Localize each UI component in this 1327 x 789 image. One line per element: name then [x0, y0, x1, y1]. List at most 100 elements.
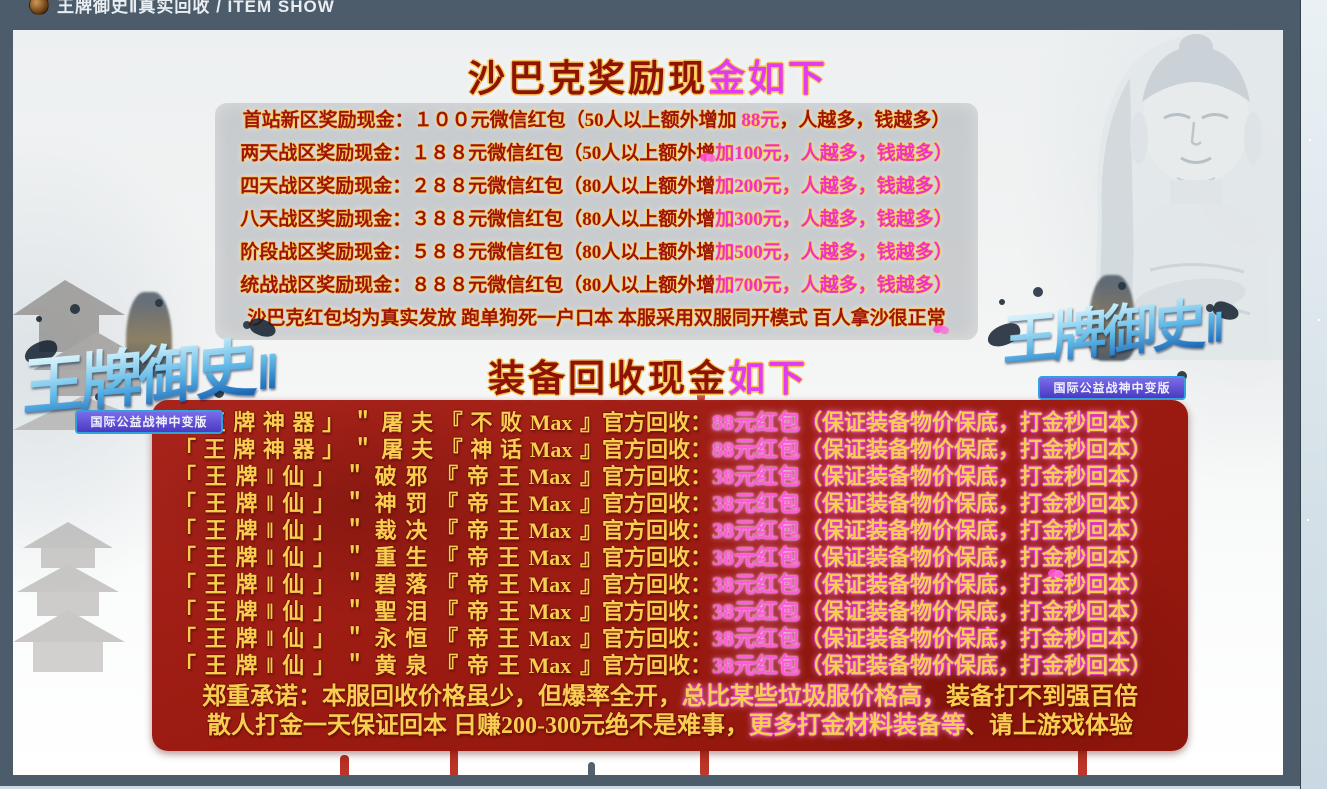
promise-line: 散人打金一天保证回本 日赚200-300元绝不是难事，更多打金材料装备等、请上游… [152, 712, 1188, 741]
text-segment: 更多打金材料装备等 [749, 713, 965, 739]
text-segment: 官方回收： [602, 572, 713, 597]
recycle-note: （保证装备物价保底，打金秒回本） [800, 437, 1153, 462]
recycle-amount: 88元红包 [712, 437, 801, 462]
section1-title: 沙巴克奖励现金如下 [13, 48, 1283, 102]
item-name: 「王牌神器」＂屠夫『不败Max』 [174, 410, 602, 435]
reward-row: 沙巴克红包均为真实发放 跑单狗死一户口本 本服采用双服同开模式 百人拿沙很正常 [215, 302, 978, 335]
recycle-note: （保证装备物价保底，打金秒回本） [800, 518, 1153, 543]
recycle-row: 「王牌‖仙」＂破邪『帝王Max』官方回收：38元红包（保证装备物价保底，打金秒回… [152, 463, 1188, 490]
item-name: 「王牌‖仙」＂裁决『帝王Max』 [174, 518, 602, 543]
logo-numeral: Ⅱ [1204, 306, 1221, 351]
recycle-row: 「王牌‖仙」＂重生『帝王Max』官方回收：38元红包（保证装备物价保底，打金秒回… [152, 544, 1188, 571]
shabak-reward-box: 首站新区奖励现金：１００元微信红包（50人以上额外增加 88元，人越多，钱越多）… [215, 103, 978, 340]
text-segment: 首站新区奖励现金：１００元微信红包（50人以上额外增加 [242, 110, 742, 131]
logo-text: 王牌御史 [1002, 293, 1204, 372]
recycle-note: （保证装备物价保底，打金秒回本） [800, 464, 1153, 489]
butterfly-icon [1048, 568, 1064, 579]
butterfly-icon [933, 324, 949, 335]
recycle-note: （保证装备物价保底，打金秒回本） [800, 599, 1153, 624]
logo-title: 王牌御史Ⅱ [981, 275, 1243, 377]
recycle-row: 「王牌‖仙」＂黄泉『帝王Max』官方回收：38元红包（保证装备物价保底，打金秒回… [152, 652, 1188, 679]
ink-splash-icon [36, 316, 42, 322]
text-segment: 88元 [741, 110, 780, 131]
recycle-note: （保证装备物价保底，打金秒回本） [800, 545, 1153, 570]
section1-title-pink: 金如下 [708, 59, 828, 100]
section2-title-pink: 如下 [728, 359, 808, 400]
paint-drip [697, 382, 705, 402]
text-segment: 官方回收： [602, 626, 713, 651]
reward-row: 首站新区奖励现金：１００元微信红包（50人以上额外增加 88元，人越多，钱越多） [215, 104, 978, 137]
text-segment: 阶段战区奖励现金：５８８元微信红包（80人以上额外增 [240, 242, 716, 263]
game-logo-right: 王牌御史Ⅱ 国际公益战神中变版 [981, 275, 1243, 400]
paint-drip [588, 762, 595, 775]
text-segment: 统战战区奖励现金：８８８元微信红包（80人以上额外增 [240, 275, 716, 296]
item-name: 「王牌‖仙」＂聖泪『帝王Max』 [174, 599, 602, 624]
item-name: 「王牌‖仙」＂重生『帝王Max』 [174, 545, 602, 570]
text-segment: 装备打不到强百倍 [946, 684, 1138, 710]
reward-row: 八天战区奖励现金：３８８元微信红包（80人以上额外增加300元，人越多，钱越多） [215, 203, 978, 236]
text-segment: 沙巴克红包均为真实发放 跑单狗死一户口本 本服采用双服同开模式 百人拿沙很正常 [247, 308, 946, 329]
reward-row: 统战战区奖励现金：８８８元微信红包（80人以上额外增加700元，人越多，钱越多） [215, 269, 978, 302]
game-logo-left: 王牌御史Ⅱ 国际公益战神中变版 [18, 292, 280, 434]
equipment-recycle-box: 「王牌神器」＂屠夫『不败Max』官方回收：88元红包（保证装备物价保底，打金秒回… [152, 400, 1188, 751]
recycle-row: 「王牌‖仙」＂碧落『帝王Max』官方回收：38元红包（保证装备物价保底，打金秒回… [152, 571, 1188, 598]
item-name: 「王牌‖仙」＂破邪『帝王Max』 [174, 464, 602, 489]
recycle-amount: 38元红包 [712, 491, 801, 516]
promise-lines: 郑重承诺：本服回收价格虽少，但爆率全开，总比某些垃圾服价格高，装备打不到强百倍散… [152, 683, 1188, 741]
recycle-row: 「王牌‖仙」＂神罚『帝王Max』官方回收：38元红包（保证装备物价保底，打金秒回… [152, 490, 1188, 517]
page-title: 王牌御史Ⅱ真实回收 / ITEM SHOW [57, 0, 335, 16]
text-segment: 郑重承诺：本服回收价格虽少，但爆率全开， [202, 684, 682, 710]
reward-row: 阶段战区奖励现金：５８８元微信红包（80人以上额外增加500元，人越多，钱越多） [215, 236, 978, 269]
section2-title-dark: 装备回收现金 [488, 359, 728, 400]
reward-row: 四天战区奖励现金：２８８元微信红包（80人以上额外增加200元，人越多，钱越多） [215, 170, 978, 203]
logo-numeral: Ⅱ [256, 346, 276, 399]
pagoda-silhouette [13, 522, 125, 672]
recycle-row: 「王牌‖仙」＂永恒『帝王Max』官方回收：38元红包（保证装备物价保底，打金秒回… [152, 625, 1188, 652]
recycle-amount: 88元红包 [712, 410, 801, 435]
text-segment: 两天战区奖励现金：１８８元微信红包（50人以上额外增 [240, 143, 716, 164]
recycle-amount: 38元红包 [712, 572, 801, 597]
text-segment: 官方回收： [602, 491, 713, 516]
recycle-row: 「王牌‖仙」＂裁决『帝王Max』官方回收：38元红包（保证装备物价保底，打金秒回… [152, 517, 1188, 544]
recycle-row: 「王牌神器」＂屠夫『不败Max』官方回收：88元红包（保证装备物价保底，打金秒回… [152, 409, 1188, 436]
right-background-strip [1300, 0, 1327, 789]
text-segment: 官方回收： [602, 437, 713, 462]
topbar: 王牌御史Ⅱ真实回收 / ITEM SHOW [0, 0, 1300, 30]
main-banner: 沙巴克奖励现金如下 首站新区奖励现金：１００元微信红包（50人以上额外增加 88… [13, 30, 1283, 775]
text-segment: ，人越多，钱越多） [779, 110, 951, 131]
recycle-amount: 38元红包 [712, 599, 801, 624]
section2-title: 装备回收现金如下 [13, 348, 1283, 402]
reward-rows: 首站新区奖励现金：１００元微信红包（50人以上额外增加 88元，人越多，钱越多）… [215, 104, 978, 335]
ink-splash-icon [999, 299, 1005, 305]
site-favicon-icon [29, 0, 49, 15]
text-segment: 官方回收： [602, 599, 713, 624]
logo-badge: 国际公益战神中变版 [1038, 376, 1186, 400]
recycle-note: （保证装备物价保底，打金秒回本） [800, 572, 1153, 597]
text-segment: 官方回收： [602, 653, 713, 678]
item-name: 「王牌‖仙」＂永恒『帝王Max』 [174, 626, 602, 651]
item-name: 「王牌‖仙」＂神罚『帝王Max』 [174, 491, 602, 516]
text-segment: 总比某些垃圾服价格高， [682, 684, 946, 710]
promise-line: 郑重承诺：本服回收价格虽少，但爆率全开，总比某些垃圾服价格高，装备打不到强百倍 [152, 683, 1188, 712]
text-segment: 加100元，人越多，钱越多） [715, 143, 953, 164]
text-segment: 加700元，人越多，钱越多） [715, 275, 953, 296]
paint-drip [1078, 740, 1087, 775]
text-segment: 加200元，人越多，钱越多） [715, 176, 953, 197]
item-name: 「王牌‖仙」＂黄泉『帝王Max』 [174, 653, 602, 678]
section1-title-dark: 沙巴克奖励现 [468, 59, 708, 100]
item-name: 「王牌神器」＂屠夫『神话Max』 [174, 437, 602, 462]
paint-drip [340, 755, 349, 775]
recycle-note: （保证装备物价保底，打金秒回本） [800, 410, 1153, 435]
recycle-row: 「王牌神器」＂屠夫『神话Max』官方回收：88元红包（保证装备物价保底，打金秒回… [152, 436, 1188, 463]
bottom-frame [0, 775, 1300, 789]
butterfly-icon [700, 152, 716, 163]
recycle-row: 「王牌‖仙」＂聖泪『帝王Max』官方回收：38元红包（保证装备物价保底，打金秒回… [152, 598, 1188, 625]
recycle-note: （保证装备物价保底，打金秒回本） [800, 491, 1153, 516]
recycle-amount: 38元红包 [712, 545, 801, 570]
text-segment: 、请上游戏体验 [965, 713, 1133, 739]
recycle-amount: 38元红包 [712, 518, 801, 543]
text-segment: 加300元，人越多，钱越多） [715, 209, 953, 230]
text-segment: 八天战区奖励现金：３８８元微信红包（80人以上额外增 [240, 209, 716, 230]
logo-badge: 国际公益战神中变版 [75, 410, 223, 434]
